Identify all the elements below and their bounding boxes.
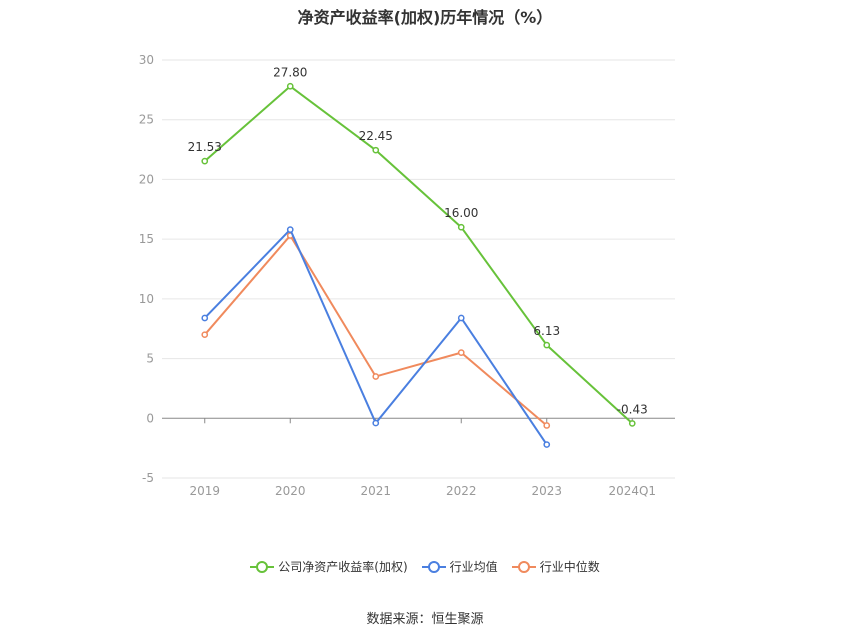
data-point (543, 341, 551, 349)
data-point (457, 349, 465, 356)
data-point (286, 226, 294, 233)
data-point (201, 157, 209, 165)
data-label: 21.53 (188, 140, 222, 154)
y-tick-label: 30 (139, 53, 154, 67)
legend-label: 行业中位数 (539, 560, 600, 574)
x-tick-label: 2019 (189, 484, 220, 498)
legend-swatch-icon (250, 560, 275, 573)
grid-layer (162, 59, 675, 479)
x-tick-label: 2021 (360, 484, 391, 498)
y-tick-label: 15 (139, 232, 154, 246)
x-tick-label: 2020 (275, 484, 306, 498)
chart-title: 净资产收益率(加权)历年情况（%） (297, 8, 553, 27)
series-layer (201, 82, 636, 448)
data-label: 27.80 (273, 65, 307, 79)
data-point (372, 373, 380, 380)
label-layer: 21.53 27.80 22.45 16.00 6.13 -0.43 (188, 65, 648, 416)
series-line (204, 228, 548, 446)
data-point (372, 146, 380, 154)
y-tick-label: 0 (146, 411, 154, 425)
legend: 公司净资产收益率(加权) 行业均值 行业中位数 (0, 558, 850, 575)
legend-item[interactable]: 行业中位数 (511, 558, 600, 575)
legend-label: 行业均值 (449, 560, 498, 574)
legend-item[interactable]: 行业均值 (421, 558, 498, 575)
legend-item[interactable]: 公司净资产收益率(加权) (250, 558, 408, 575)
data-label: 16.00 (444, 206, 478, 220)
data-point (201, 314, 209, 322)
x-tick-label: 2022 (446, 484, 477, 498)
y-tick-label: 20 (139, 172, 154, 186)
data-point (628, 420, 636, 427)
data-point (286, 82, 294, 90)
data-point (201, 331, 209, 339)
legend-label: 公司净资产收益率(加权) (278, 560, 408, 574)
data-point (543, 422, 551, 429)
data-label: 6.13 (533, 324, 560, 338)
data-label: 22.45 (359, 129, 393, 143)
axis-layer: -5 0 5 10 15 20 25 30 2019 2020 2021 2022 2023 2024Q1 (139, 53, 656, 498)
legend-swatch-icon (511, 560, 536, 573)
data-point (543, 441, 551, 448)
y-tick-label: 25 (139, 113, 154, 127)
x-tick-label: 2023 (531, 484, 562, 498)
y-tick-label: 10 (139, 292, 154, 306)
source-note: 数据来源：恒生聚源 (366, 612, 484, 627)
x-tick-label: 2024Q1 (608, 484, 656, 498)
data-point (372, 419, 380, 427)
y-tick-label: 5 (146, 352, 154, 366)
data-point (457, 223, 465, 231)
series-line (204, 85, 633, 425)
data-label: -0.43 (617, 402, 648, 416)
data-point (457, 314, 465, 322)
y-tick-label: -5 (142, 471, 154, 485)
legend-swatch-icon (421, 560, 446, 573)
